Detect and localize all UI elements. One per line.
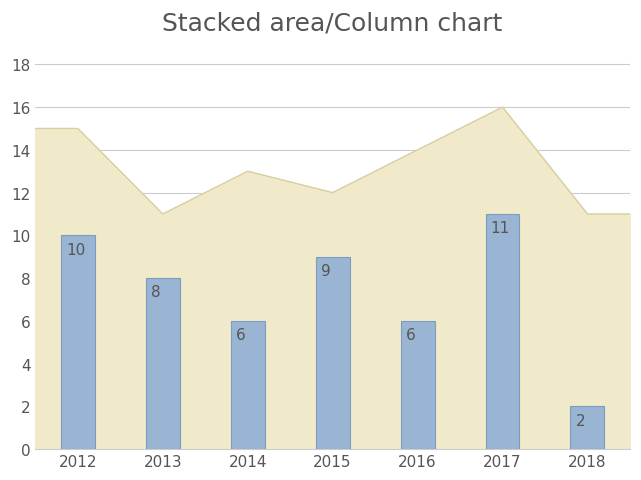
Title: Stacked area/Column chart: Stacked area/Column chart <box>162 11 503 35</box>
Bar <box>315 257 349 449</box>
Bar <box>231 321 265 449</box>
Text: 8: 8 <box>151 285 160 300</box>
Text: 6: 6 <box>236 327 246 343</box>
Text: 11: 11 <box>490 221 510 236</box>
Text: 2: 2 <box>576 413 585 428</box>
Bar <box>570 407 604 449</box>
Bar <box>146 278 179 449</box>
Bar <box>401 321 435 449</box>
Bar <box>485 215 519 449</box>
Bar <box>61 236 95 449</box>
Text: 6: 6 <box>406 327 415 343</box>
Text: 9: 9 <box>320 264 331 278</box>
Text: 10: 10 <box>66 242 85 257</box>
